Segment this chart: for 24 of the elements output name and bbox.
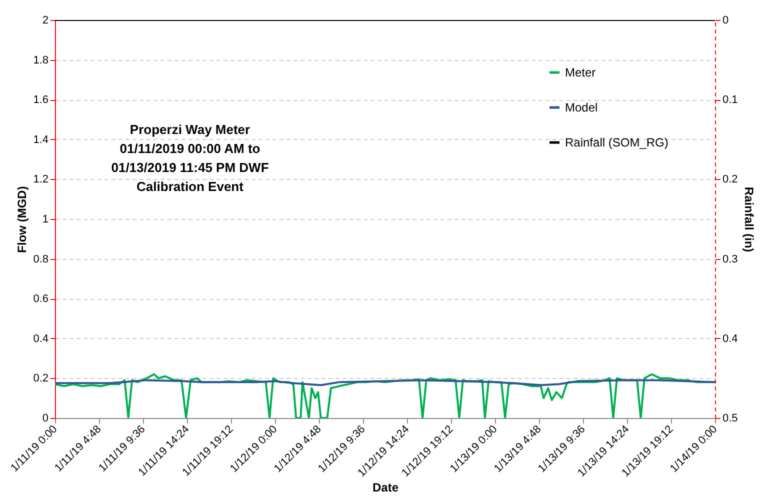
y-tick-label: 0.8 <box>33 253 48 266</box>
x-axis-title: Date <box>372 480 399 495</box>
y2-tick-label: 0.3 <box>722 253 738 266</box>
y-axis-title: Flow (MGD) <box>15 186 30 253</box>
y-tick-label: 1.8 <box>33 54 48 66</box>
y2-tick-label: 0.1 <box>722 94 738 106</box>
legend-label: Meter <box>565 66 596 80</box>
y-tick-label: 1 <box>42 214 48 226</box>
y2-tick-label: 0.2 <box>722 174 738 186</box>
legend-label: Model <box>565 100 598 114</box>
y-tick-label: 0.4 <box>33 332 48 345</box>
y-tick-label: 0 <box>42 412 48 424</box>
y-tick-label: 1.4 <box>33 134 48 146</box>
y-tick-label: 1.6 <box>33 94 48 106</box>
y-tick-label: 0.6 <box>33 293 48 306</box>
text: Properzi Way Meter 01/11/2019 00:00 AM to 01/13/2019 11:45 PM DWF Calibration Event <box>111 122 269 194</box>
y-tick-label: 2 <box>42 14 48 26</box>
y2-tick-label: 0.5 <box>722 412 738 424</box>
legend-label: Rainfall (SOM_RG) <box>565 136 668 150</box>
y2-tick-label: 0 <box>722 14 729 26</box>
y2-axis-title: Rainfall (in) <box>742 186 756 252</box>
y-tick-label: 1.2 <box>33 174 48 186</box>
y2-tick-label: 0.4 <box>722 332 738 345</box>
y-tick-label: 0.2 <box>33 372 48 385</box>
